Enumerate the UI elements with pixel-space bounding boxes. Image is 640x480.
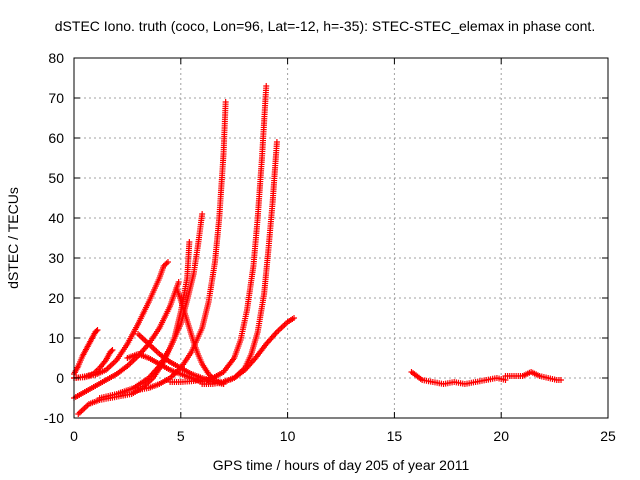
x-tick-label: 5 [177, 428, 185, 444]
data-point [273, 139, 280, 145]
plot-frame [73, 57, 609, 419]
data-point [186, 239, 193, 245]
data-point [558, 377, 565, 383]
x-tick-label: 10 [280, 428, 296, 444]
data-point [175, 279, 182, 285]
series-arc-m [124, 351, 206, 385]
tick-layer: 0 5 10 15 20 25 -10 0 10 20 30 40 50 60 70 80 [44, 50, 616, 444]
series-arc-f [96, 211, 206, 401]
y-tick-label: 10 [48, 330, 64, 346]
y-tick-label: 40 [48, 210, 64, 226]
x-tick-label: 15 [387, 428, 403, 444]
y-tick-label: 80 [48, 50, 64, 66]
series-arc-n [408, 369, 509, 387]
x-tick-label: 20 [493, 428, 509, 444]
data-point [109, 347, 116, 353]
y-tick-label: 0 [56, 370, 64, 386]
data-point [199, 379, 206, 385]
data-point [164, 259, 171, 265]
x-tick-label: 25 [600, 428, 616, 444]
data-point [94, 327, 101, 333]
series-arc-j [220, 315, 298, 385]
data-point [291, 315, 298, 321]
y-tick-label: 60 [48, 130, 64, 146]
chart-title: dSTEC Iono. truth (coco, Lon=96, Lat=-12… [55, 18, 595, 34]
y-axis-label: dSTEC / TECUs [5, 187, 21, 289]
x-tick-label: 0 [70, 428, 78, 444]
data-point [263, 83, 270, 89]
series-arc-l [173, 285, 227, 387]
x-axis-label: GPS time / hours of day 205 of year 2011 [213, 457, 470, 473]
y-tick-label: 50 [48, 170, 64, 186]
y-tick-label: 20 [48, 290, 64, 306]
data-point [93, 328, 100, 334]
series-arc-o [502, 369, 565, 383]
y-tick-label: 70 [48, 90, 64, 106]
series-layer [71, 83, 565, 417]
data-point [199, 211, 206, 217]
grid-layer [74, 58, 608, 418]
series-arc-c [71, 259, 171, 381]
series-arc-g [135, 99, 229, 393]
y-tick-label: 30 [48, 250, 64, 266]
y-tick-label: -10 [44, 410, 64, 426]
data-point [222, 99, 229, 105]
data-point [108, 348, 115, 354]
data-point [220, 381, 227, 387]
